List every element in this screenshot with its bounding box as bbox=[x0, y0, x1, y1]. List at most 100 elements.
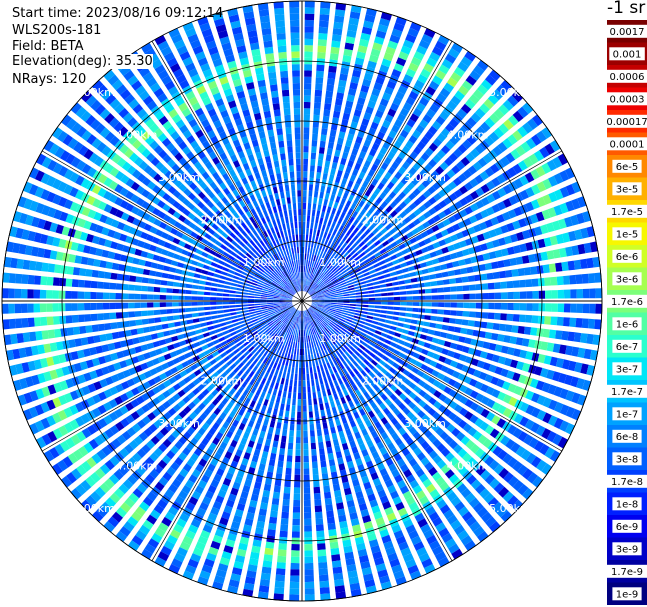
beta-gate bbox=[246, 242, 253, 249]
beta-gate bbox=[464, 540, 476, 551]
beta-gate bbox=[491, 190, 501, 201]
beta-gate bbox=[262, 312, 269, 316]
beta-gate bbox=[348, 378, 355, 386]
beta-gate bbox=[436, 149, 446, 159]
beta-gate bbox=[345, 493, 354, 502]
beta-gate bbox=[423, 383, 432, 391]
beta-gate bbox=[381, 218, 389, 226]
beta-gate bbox=[197, 220, 206, 228]
beta-gate bbox=[335, 223, 341, 230]
beta-gate bbox=[421, 348, 429, 356]
beta-gate bbox=[446, 368, 455, 376]
beta-gate bbox=[320, 284, 327, 289]
beta-gate bbox=[448, 181, 457, 190]
beta-gate bbox=[141, 318, 149, 325]
beta-gate bbox=[393, 286, 400, 291]
beta-gate bbox=[271, 498, 280, 506]
beta-gate bbox=[104, 354, 112, 363]
beta-gate bbox=[359, 554, 369, 564]
beta-gate bbox=[352, 115, 360, 124]
beta-gate bbox=[546, 431, 557, 443]
beta-gate bbox=[274, 261, 280, 268]
beta-gate bbox=[443, 340, 452, 348]
beta-gate bbox=[201, 215, 210, 223]
beta-gate bbox=[313, 229, 317, 236]
beta-gate bbox=[399, 291, 407, 295]
beta-gate bbox=[303, 272, 305, 279]
beta-gate bbox=[469, 178, 479, 188]
beta-gate bbox=[299, 355, 302, 362]
beta-gate bbox=[325, 212, 330, 220]
beta-gate bbox=[187, 192, 196, 201]
beta-gate bbox=[235, 268, 243, 274]
beta-gate bbox=[373, 158, 382, 166]
beta-gate bbox=[536, 459, 547, 472]
beta-gate bbox=[302, 215, 306, 222]
beta-gate bbox=[127, 135, 138, 145]
beta-gate bbox=[373, 406, 381, 415]
beta-gate bbox=[256, 327, 263, 333]
beta-gate bbox=[492, 89, 504, 101]
beta-gate bbox=[382, 268, 390, 274]
beta-gate bbox=[563, 317, 570, 327]
beta-gate bbox=[413, 51, 425, 61]
beta-gate bbox=[311, 267, 315, 274]
beta-gate bbox=[233, 434, 241, 442]
beta-gate bbox=[396, 458, 406, 468]
beta-gate bbox=[224, 316, 232, 321]
beta-gate bbox=[198, 317, 206, 322]
beta-gate bbox=[110, 322, 118, 330]
beta-gate bbox=[175, 348, 183, 356]
beta-gate bbox=[477, 157, 488, 168]
beta-gate bbox=[310, 314, 315, 321]
beta-gate bbox=[295, 329, 298, 336]
beta-gate bbox=[450, 496, 462, 507]
beta-gate bbox=[517, 431, 528, 442]
beta-gate bbox=[443, 309, 451, 316]
beta-gate bbox=[588, 318, 596, 329]
beta-gate bbox=[272, 262, 278, 269]
beta-gate bbox=[143, 370, 152, 379]
beta-gate bbox=[203, 349, 211, 356]
beta-gate bbox=[70, 241, 79, 251]
beta-gate bbox=[231, 279, 239, 284]
beta-gate bbox=[281, 435, 287, 443]
beta-gate bbox=[305, 354, 308, 362]
beta-gate bbox=[500, 80, 513, 92]
beta-gate bbox=[216, 447, 225, 456]
beta-gate bbox=[416, 490, 426, 500]
beta-gate bbox=[161, 346, 169, 353]
beta-gate bbox=[476, 340, 485, 348]
beta-gate bbox=[281, 271, 286, 278]
beta-gate bbox=[240, 373, 248, 380]
beta-gate bbox=[317, 39, 327, 47]
beta-gate bbox=[314, 96, 322, 103]
beta-gate bbox=[265, 317, 272, 322]
beta-gate bbox=[282, 309, 289, 314]
beta-gate bbox=[269, 353, 274, 361]
beta-gate bbox=[287, 449, 293, 456]
beta-gate bbox=[394, 264, 402, 270]
beta-gate bbox=[197, 479, 207, 489]
beta-gate bbox=[85, 359, 94, 369]
beta-gate bbox=[438, 200, 447, 209]
beta-gate bbox=[348, 239, 355, 247]
beta-gate bbox=[475, 107, 486, 119]
beta-gate bbox=[528, 437, 539, 449]
beta-gate bbox=[334, 284, 341, 289]
beta-gate bbox=[309, 273, 313, 280]
beta-gate bbox=[332, 366, 338, 374]
beta-gate bbox=[157, 239, 166, 247]
beta-gate bbox=[134, 302, 141, 309]
beta-gate bbox=[128, 492, 140, 504]
beta-gate bbox=[281, 331, 286, 338]
beta-gate bbox=[219, 380, 227, 388]
beta-gate bbox=[487, 93, 499, 105]
beta-gate bbox=[542, 178, 552, 190]
beta-gate bbox=[78, 279, 85, 288]
beta-gate bbox=[387, 249, 395, 256]
beta-gate bbox=[209, 412, 218, 421]
beta-gate bbox=[156, 263, 165, 271]
beta-gate bbox=[324, 498, 333, 506]
beta-gate bbox=[304, 588, 315, 595]
